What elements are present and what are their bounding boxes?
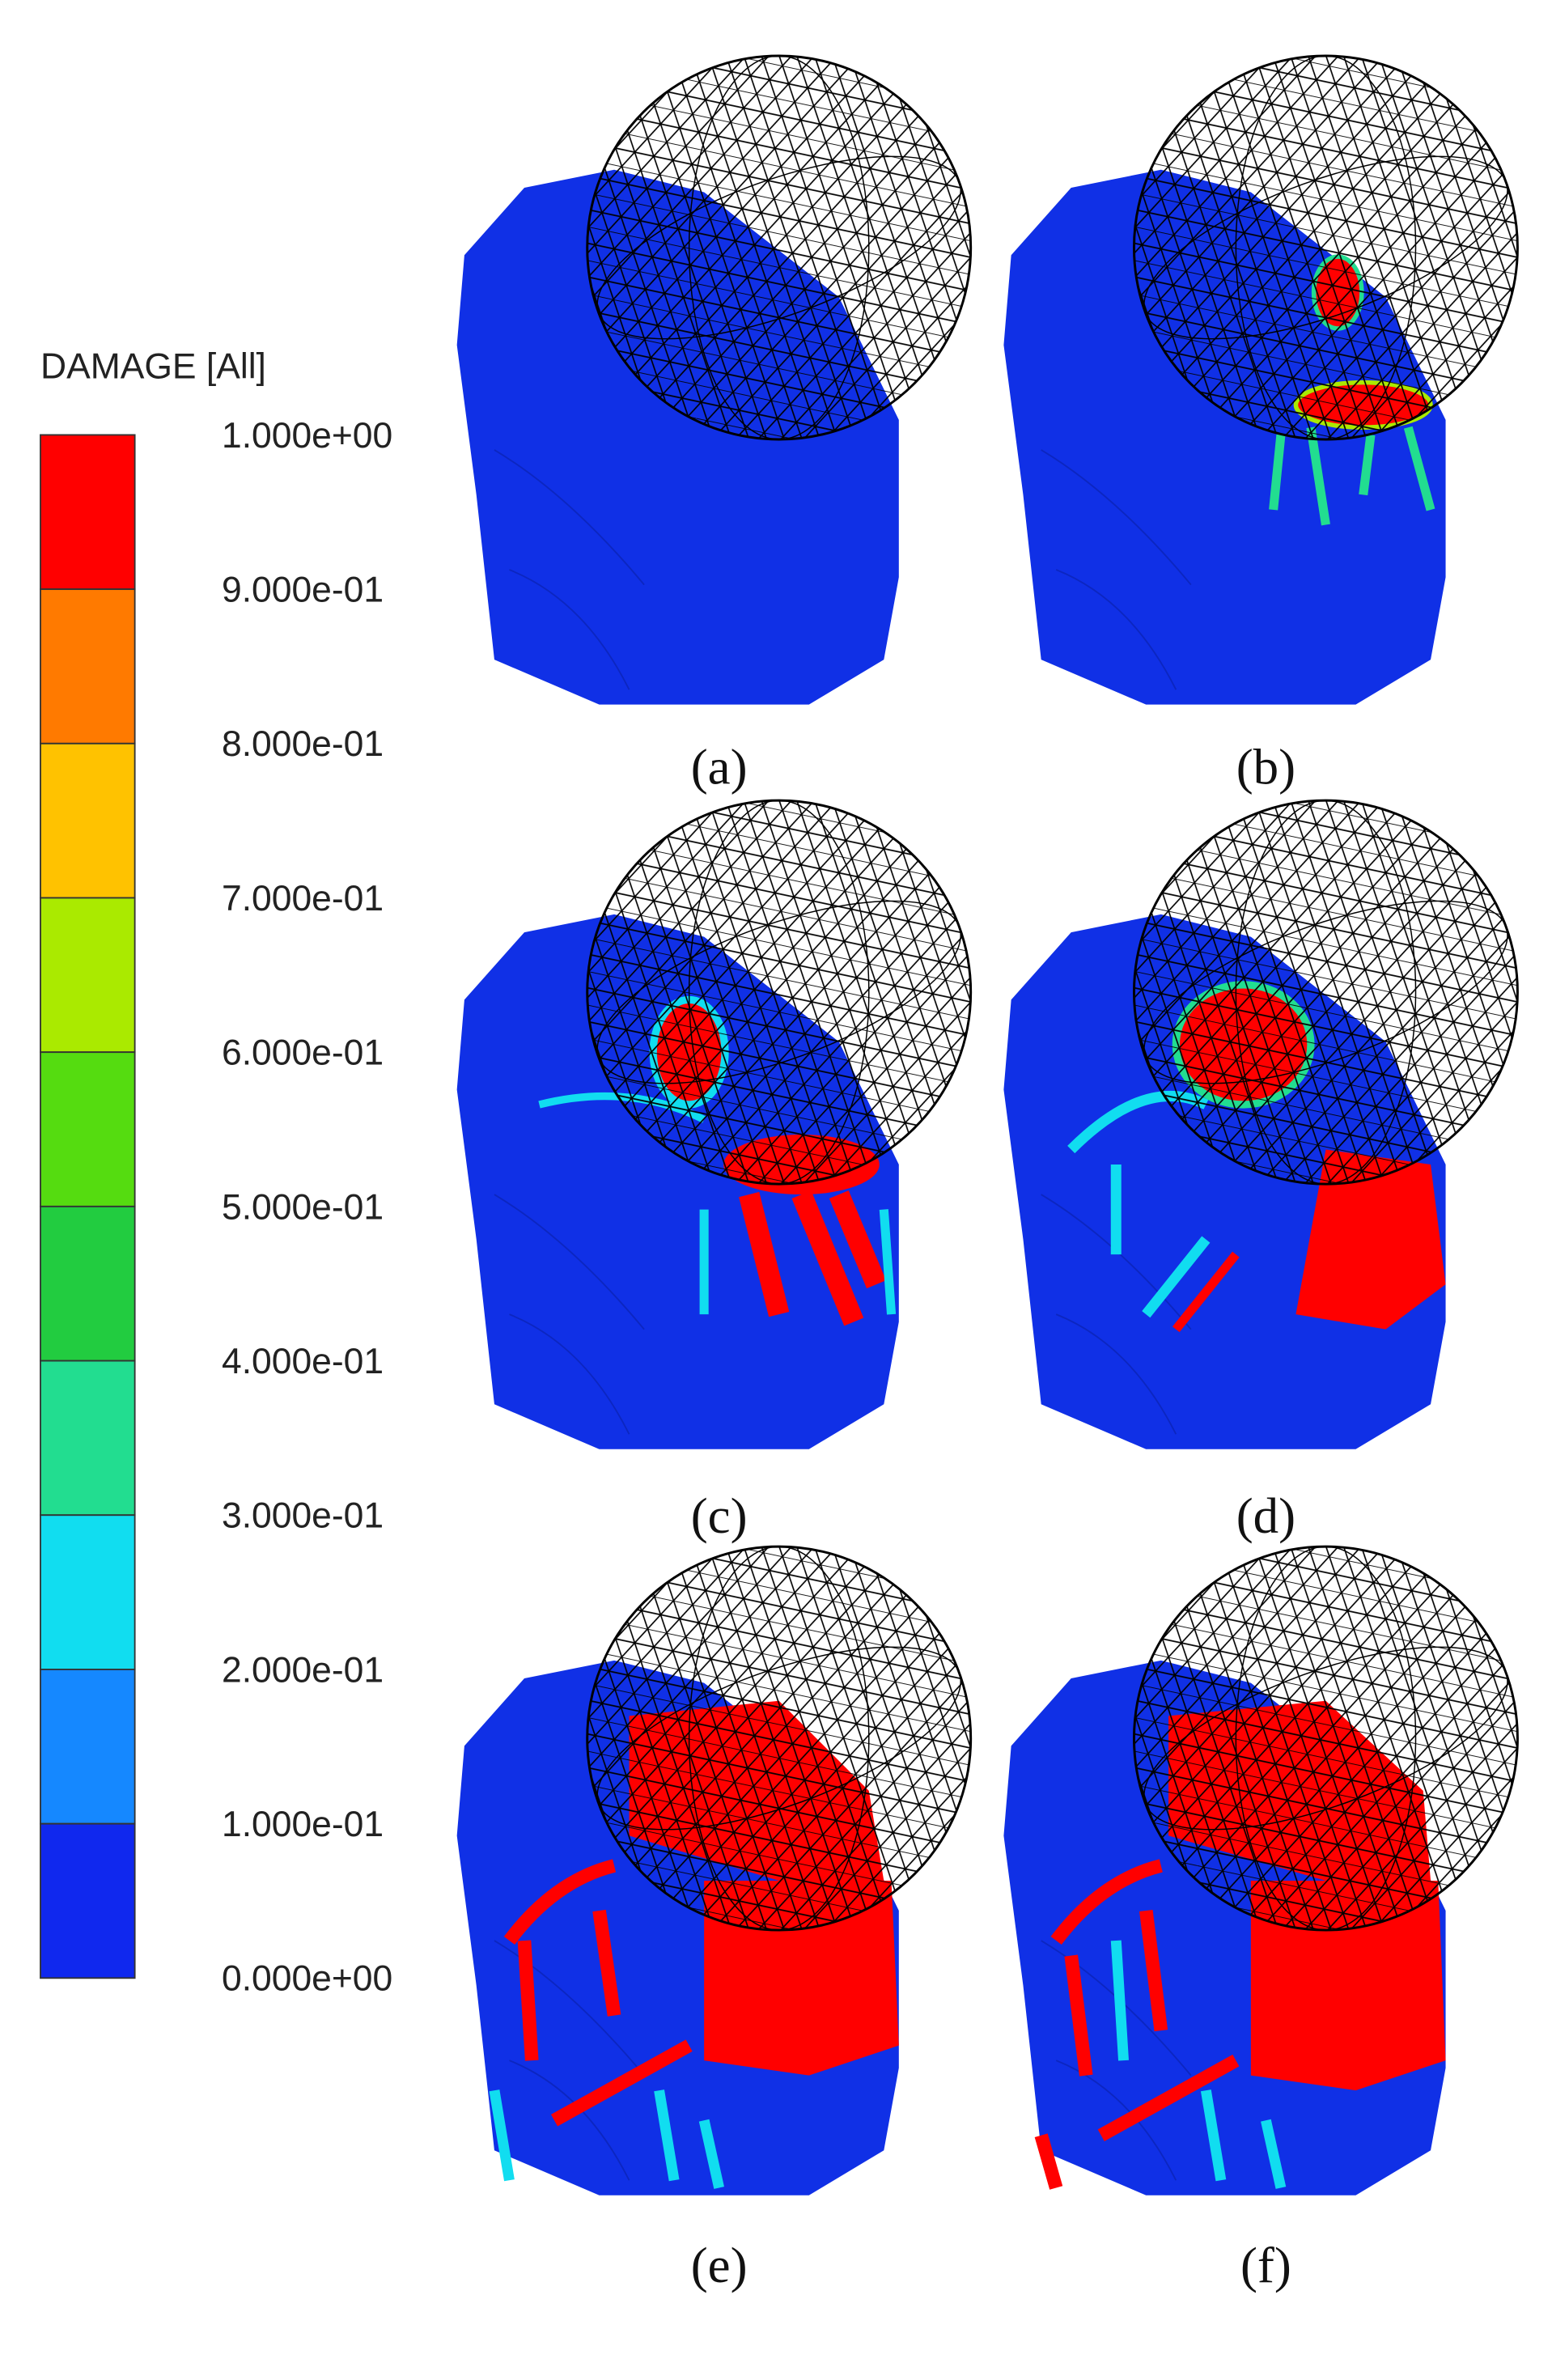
legend-labels: 1.000e+00 9.000e-01 8.000e-01 7.000e-01 6.00… (222, 416, 392, 1999)
panel-label: (a) (691, 738, 748, 795)
legend-label: 4.000e-01 (222, 1342, 384, 1381)
legend-label: 0.000e+00 (222, 1959, 392, 1999)
colorbar (40, 434, 136, 1979)
legend-label: 1.000e+00 (222, 416, 392, 456)
legend-label: 7.000e-01 (222, 879, 384, 918)
legend-label: 5.000e-01 (222, 1187, 384, 1227)
legend-label: 9.000e-01 (222, 571, 384, 610)
panel (456, 54, 984, 706)
panel (456, 799, 984, 1450)
legend-label: 2.000e-01 (222, 1650, 384, 1690)
legend-label: 8.000e-01 (222, 724, 384, 764)
panel-label: (c) (691, 1487, 748, 1544)
panel (1003, 54, 1531, 706)
panel-label: (e) (691, 2237, 748, 2293)
panel (456, 1545, 984, 2196)
legend-label: 6.000e-01 (222, 1033, 384, 1073)
panel-labels: (a) (b) (c) (d) (e) (f) (691, 738, 1295, 2293)
panel-label: (f) (1240, 2237, 1291, 2293)
legend-title: DAMAGE [All] (40, 347, 266, 387)
panel-label: (d) (1236, 1487, 1295, 1544)
panel-label: (b) (1236, 738, 1295, 795)
panel (1003, 1545, 1531, 2196)
panel (1003, 799, 1531, 1450)
legend-label: 1.000e-01 (222, 1805, 384, 1844)
legend-label: 3.000e-01 (222, 1496, 384, 1536)
